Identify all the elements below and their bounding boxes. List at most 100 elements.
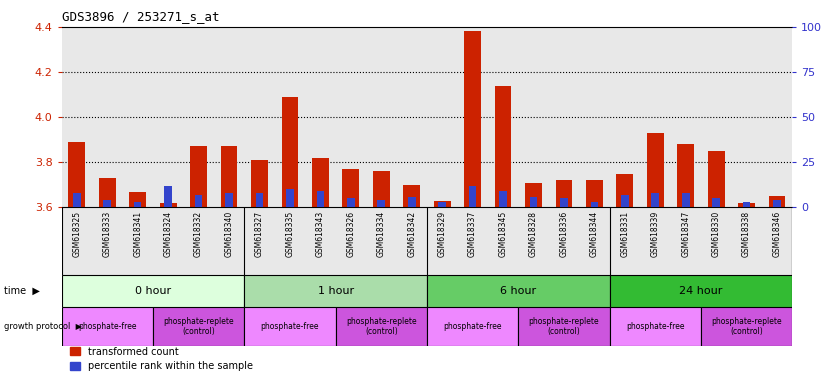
FancyBboxPatch shape [62,307,153,346]
FancyBboxPatch shape [427,275,609,307]
Text: GSM618338: GSM618338 [742,211,751,257]
Text: 0 hour: 0 hour [135,286,171,296]
FancyBboxPatch shape [62,207,792,275]
Text: GSM618335: GSM618335 [286,211,295,257]
Bar [312,158,328,207]
Bar [469,186,476,207]
Bar [495,86,511,207]
Text: GSM618324: GSM618324 [163,211,172,257]
Bar [438,202,446,207]
Bar [282,97,298,207]
FancyBboxPatch shape [609,307,701,346]
Bar [560,198,568,207]
Text: GSM618330: GSM618330 [712,211,721,257]
Text: phosphate-free: phosphate-free [443,322,502,331]
Bar [378,200,385,207]
Text: GSM618332: GSM618332 [194,211,203,257]
Bar [195,195,203,207]
Text: GSM618337: GSM618337 [468,211,477,257]
Text: GSM618328: GSM618328 [529,211,538,257]
Text: GSM618345: GSM618345 [498,211,507,257]
Text: GSM618329: GSM618329 [438,211,447,257]
Bar [255,193,264,207]
Bar [586,180,603,207]
Text: GSM618334: GSM618334 [377,211,386,257]
FancyBboxPatch shape [245,275,427,307]
Bar [713,198,720,207]
Text: phosphate-replete
(control): phosphate-replete (control) [163,317,234,336]
Text: 6 hour: 6 hour [500,286,536,296]
Text: GSM618341: GSM618341 [133,211,142,257]
Text: 1 hour: 1 hour [318,286,354,296]
Bar [225,193,233,207]
Text: phosphate-free: phosphate-free [626,322,685,331]
Bar [556,180,572,207]
Bar [190,146,207,207]
FancyBboxPatch shape [62,275,245,307]
Bar [68,142,85,207]
Bar [682,193,690,207]
Text: GSM618344: GSM618344 [589,211,599,257]
Text: GSM618333: GSM618333 [103,211,112,257]
Text: GDS3896 / 253271_s_at: GDS3896 / 253271_s_at [62,10,219,23]
Text: time  ▶: time ▶ [4,286,40,296]
FancyBboxPatch shape [336,307,427,346]
Bar [347,198,355,207]
Text: phosphate-free: phosphate-free [260,322,319,331]
Bar [738,203,755,207]
Bar [130,192,146,207]
Text: GSM618342: GSM618342 [407,211,416,257]
Bar [251,160,268,207]
Bar [617,174,633,207]
Text: GSM618340: GSM618340 [224,211,233,257]
Bar [651,193,659,207]
Text: GSM618331: GSM618331 [621,211,630,257]
Text: GSM618339: GSM618339 [651,211,660,257]
FancyBboxPatch shape [609,275,792,307]
Text: phosphate-replete
(control): phosphate-replete (control) [346,317,416,336]
FancyBboxPatch shape [427,307,518,346]
Bar [590,202,599,207]
Bar [134,202,141,207]
Bar [342,169,359,207]
Bar [708,151,724,207]
Text: phosphate-free: phosphate-free [78,322,136,331]
Bar [647,133,663,207]
FancyBboxPatch shape [701,307,792,346]
FancyBboxPatch shape [153,307,245,346]
Text: phosphate-replete
(control): phosphate-replete (control) [711,317,782,336]
Bar [768,196,786,207]
Text: GSM618346: GSM618346 [773,211,782,257]
Bar [743,202,750,207]
Text: growth protocol  ▶: growth protocol ▶ [4,322,82,331]
Bar [773,200,781,207]
FancyBboxPatch shape [518,307,609,346]
Bar [677,144,694,207]
Bar [464,31,481,207]
Text: GSM618343: GSM618343 [316,211,325,257]
Bar [73,193,80,207]
Bar [621,195,629,207]
Bar [408,197,415,207]
Bar [499,191,507,207]
Bar [221,146,237,207]
Bar [530,197,537,207]
Bar [525,182,542,207]
Text: GSM618325: GSM618325 [72,211,81,257]
Bar [160,203,177,207]
Bar [99,178,116,207]
Text: phosphate-replete
(control): phosphate-replete (control) [529,317,599,336]
Bar [164,186,172,207]
FancyBboxPatch shape [245,307,336,346]
Text: GSM618326: GSM618326 [346,211,355,257]
Bar [317,191,324,207]
Legend: transformed count, percentile rank within the sample: transformed count, percentile rank withi… [67,343,257,375]
Bar [373,171,390,207]
Bar [433,200,451,207]
Text: 24 hour: 24 hour [679,286,722,296]
Text: GSM618327: GSM618327 [255,211,264,257]
Bar [103,200,111,207]
Bar [286,189,294,207]
Text: GSM618347: GSM618347 [681,211,690,257]
Text: GSM618336: GSM618336 [559,211,568,257]
